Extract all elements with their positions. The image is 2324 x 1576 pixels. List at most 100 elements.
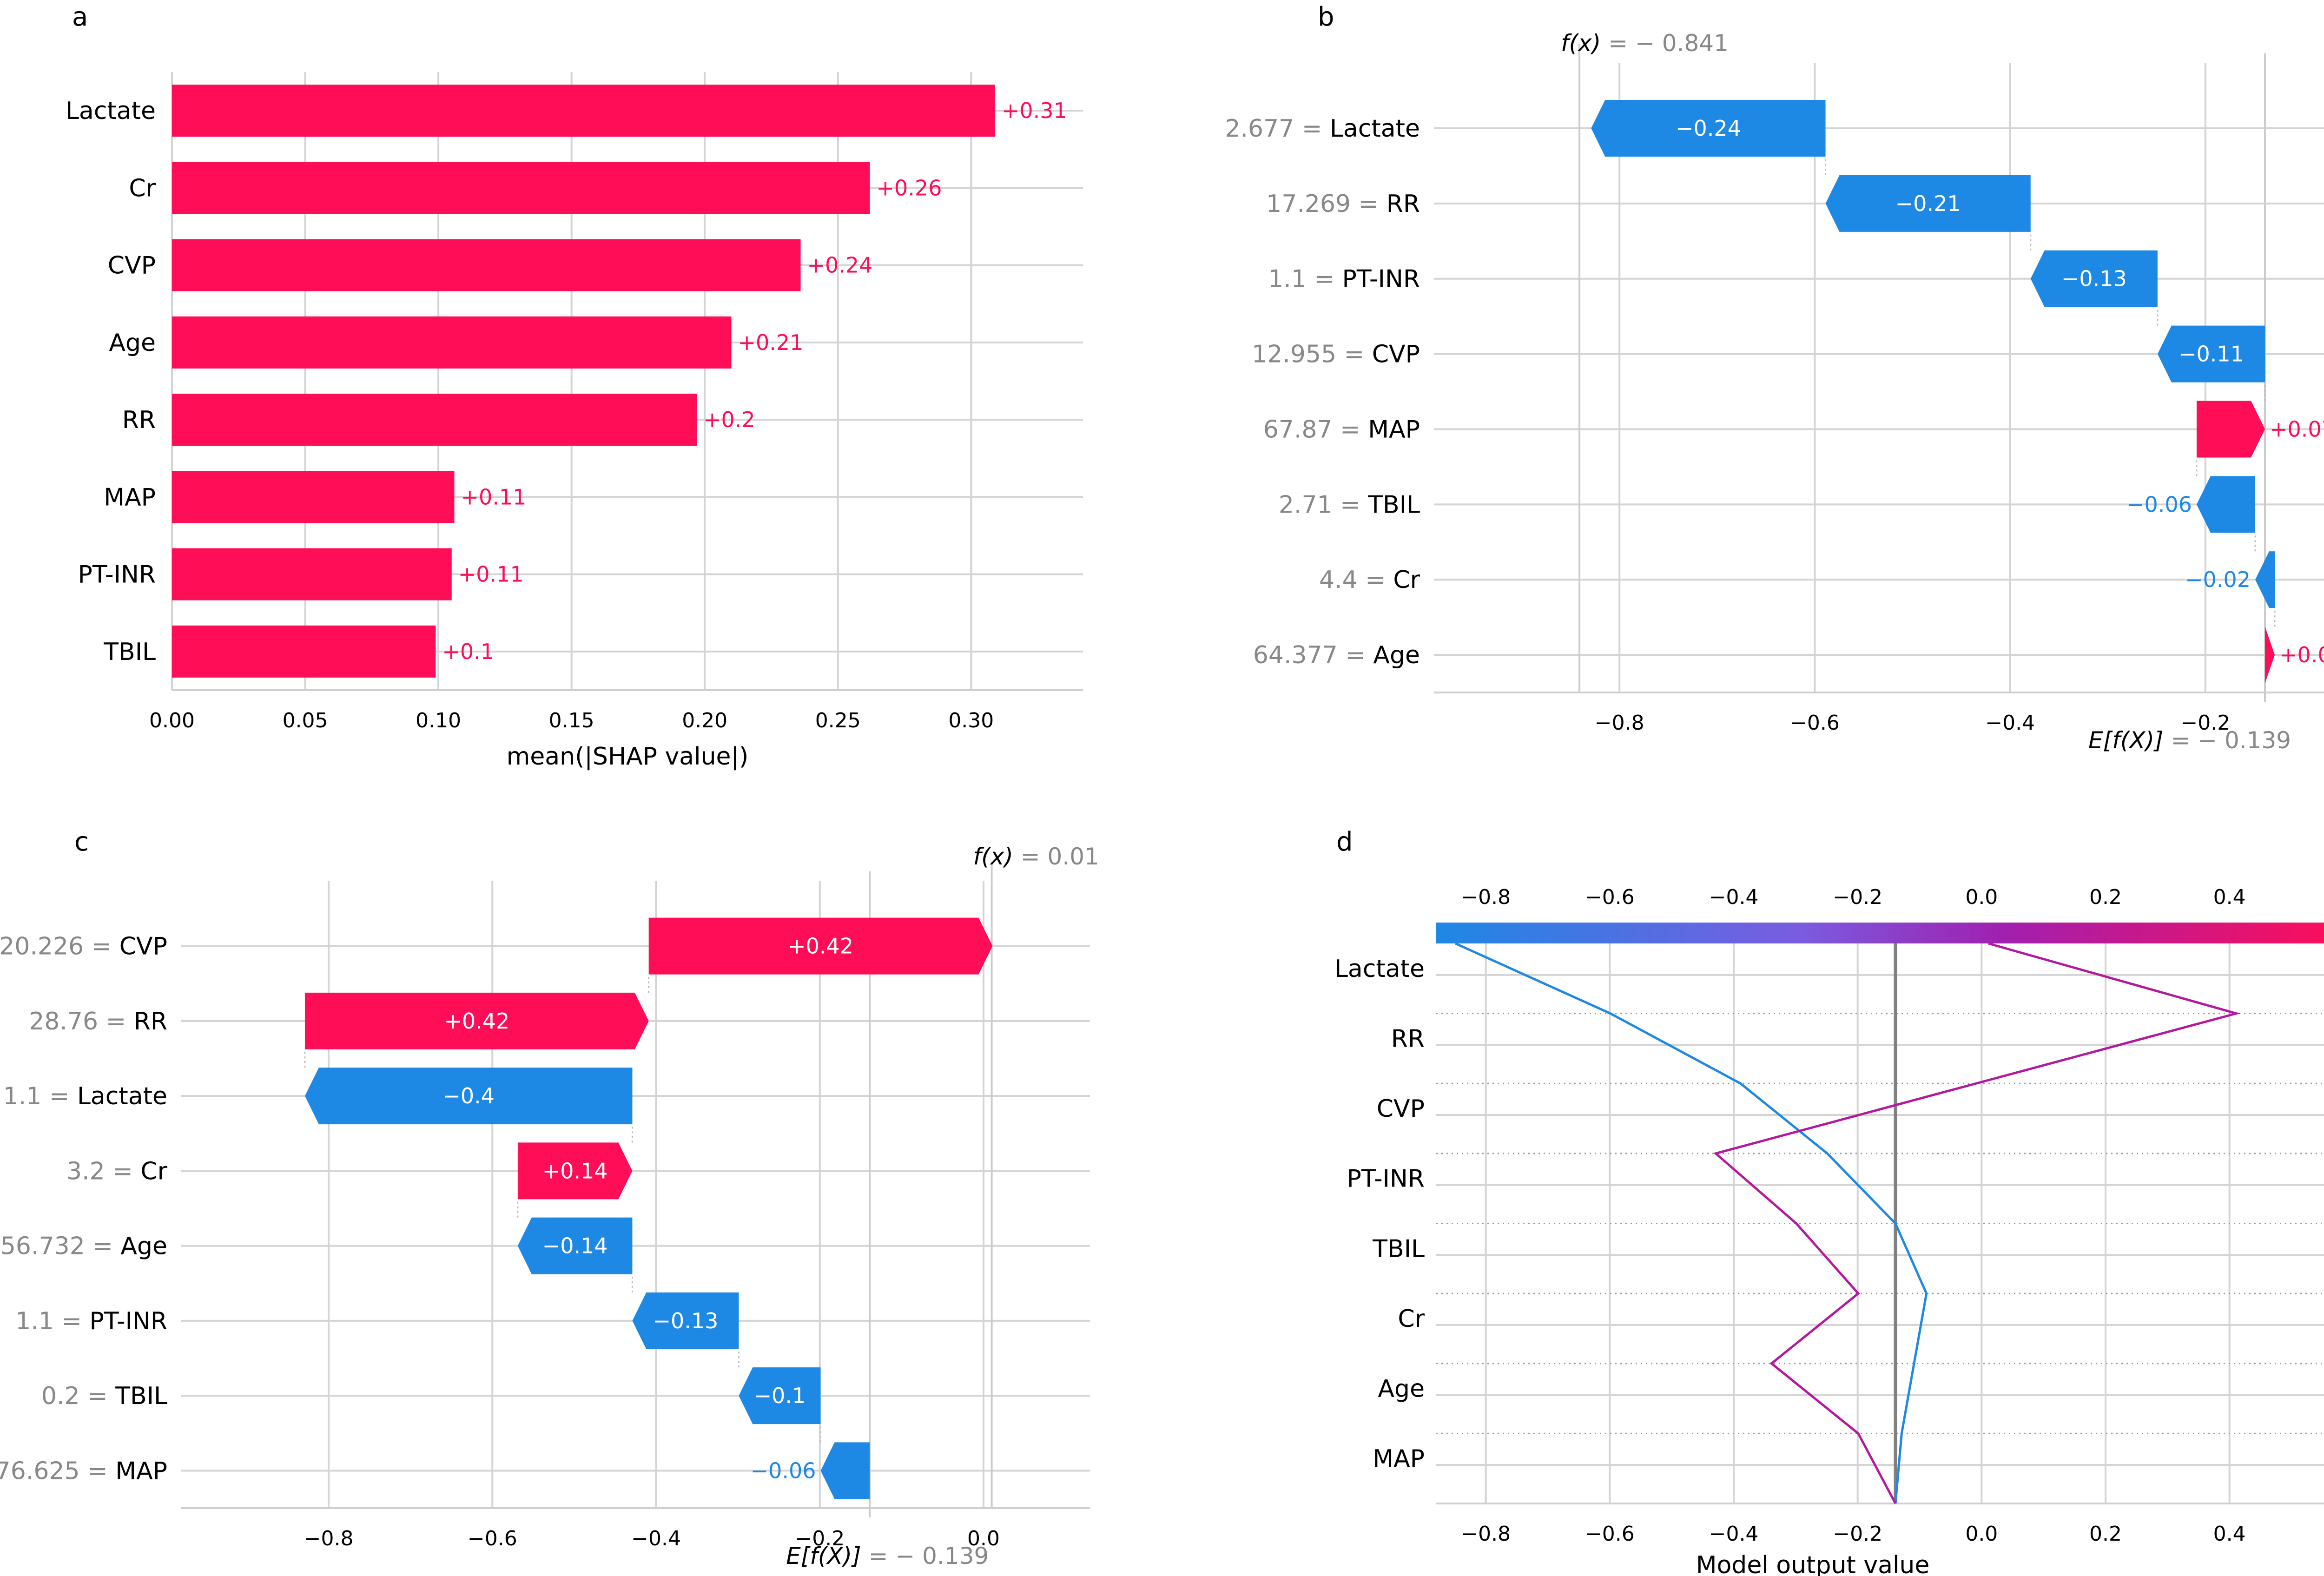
x-tick-label: 0.15 xyxy=(549,709,594,732)
data-label: +0.42 xyxy=(444,1009,509,1034)
data-label: +0.11 xyxy=(458,562,524,587)
feature-label: TBIL xyxy=(1372,1235,1425,1263)
colorbar-tick-label: −0.2 xyxy=(1833,885,1882,909)
feature-value: 4.4 = xyxy=(1319,566,1393,594)
fx-annotation: f(x) = − 0.841 xyxy=(1561,30,1729,57)
feature-name: Age xyxy=(1373,641,1420,669)
feature-label: 76.625 = MAP xyxy=(0,1457,167,1485)
bar xyxy=(172,162,870,214)
x-tick-label: −0.6 xyxy=(1790,711,1840,735)
feature-label: 1.1 = Lactate xyxy=(3,1082,167,1110)
x-tick-label: 0.0 xyxy=(1965,1522,1998,1546)
colorbar-tick-label: 0.2 xyxy=(2089,885,2122,909)
negative-bar xyxy=(1591,99,1826,157)
fx-value: = 0.01 xyxy=(1013,843,1099,870)
category-label: TBIL xyxy=(103,638,156,666)
colorbar-tick-label: −0.6 xyxy=(1585,885,1635,909)
x-tick-label: 0.20 xyxy=(682,709,727,732)
data-label: +0.01 xyxy=(2279,642,2324,667)
feature-name: Age xyxy=(120,1233,167,1260)
x-tick-label: 0.0 xyxy=(967,1527,1000,1550)
feature-value: 12.955 = xyxy=(1252,341,1372,369)
feature-value: 17.269 = xyxy=(1266,190,1386,218)
fx-value: = − 0.841 xyxy=(1601,30,1729,57)
feature-label: 56.732 = Age xyxy=(0,1233,167,1260)
negative-bar xyxy=(517,1217,633,1274)
fx-label: f(x) xyxy=(973,843,1013,870)
data-label: −0.06 xyxy=(2126,492,2192,517)
data-label: −0.21 xyxy=(1895,191,1961,216)
feature-value: 56.732 = xyxy=(0,1233,121,1260)
feature-label: 28.76 = RR xyxy=(29,1008,167,1035)
feature-label: 1.1 = PT-INR xyxy=(1268,265,1420,293)
negative-bar xyxy=(632,1292,739,1349)
x-tick-label: 0.10 xyxy=(416,709,461,732)
data-label: −0.13 xyxy=(653,1308,718,1333)
category-label: MAP xyxy=(104,483,156,511)
feature-name: RR xyxy=(134,1008,167,1035)
data-label: +0.26 xyxy=(877,175,942,200)
decision-line xyxy=(1455,942,1928,1504)
colorbar-tick-label: −0.8 xyxy=(1461,885,1511,909)
negative-bar xyxy=(2030,250,2158,307)
feature-value: 1.1 = xyxy=(1268,265,1342,293)
x-tick-label: −0.8 xyxy=(1461,1522,1511,1546)
fx-annotation: f(x) = 0.01 xyxy=(973,843,1099,870)
x-tick-label: −0.6 xyxy=(1585,1522,1635,1546)
x-tick-label: 0.30 xyxy=(948,709,994,732)
negative-bar xyxy=(2255,551,2275,608)
feature-label: Age xyxy=(1378,1375,1425,1403)
feature-label: 2.677 = Lactate xyxy=(1225,115,1420,143)
x-tick-label: −0.8 xyxy=(304,1527,354,1550)
feature-value: 76.625 = xyxy=(0,1457,115,1485)
x-tick-label: −0.2 xyxy=(795,1527,845,1550)
category-label: RR xyxy=(122,406,156,434)
panel-label-b: b xyxy=(1318,2,1334,32)
bar xyxy=(172,548,452,600)
efx-annotation: E[f(X)] = − 0.139 xyxy=(2088,727,2291,754)
category-label: Age xyxy=(109,329,156,357)
x-tick-label: 0.4 xyxy=(2213,1522,2246,1546)
bar xyxy=(172,471,455,523)
x-tick-label: 0.2 xyxy=(2089,1522,2122,1546)
panel-label-d: d xyxy=(1336,827,1353,857)
feature-value: 2.71 = xyxy=(1279,491,1368,519)
data-label: −0.24 xyxy=(1676,116,1741,141)
negative-bar xyxy=(2196,476,2255,533)
feature-name: PT-INR xyxy=(1342,265,1420,293)
decision-line xyxy=(1713,942,2241,1504)
category-label: Cr xyxy=(129,174,156,202)
feature-label: 17.269 = RR xyxy=(1266,190,1420,218)
feature-name: CVP xyxy=(1372,341,1420,369)
x-tick-label: −0.2 xyxy=(1833,1522,1882,1546)
data-label: +0.21 xyxy=(738,330,804,355)
panel-c-waterfall-chart: +0.42 20.226 = CVP +0.42 28.76 = RR −0.4 1.1 … xyxy=(0,843,1099,1569)
x-tick-label: −0.4 xyxy=(631,1527,681,1550)
data-label: +0.11 xyxy=(461,484,526,509)
feature-name: PT-INR xyxy=(90,1307,167,1335)
positive-bar xyxy=(2265,626,2275,684)
feature-label: 2.71 = TBIL xyxy=(1279,491,1420,519)
feature-name: TBIL xyxy=(1367,491,1420,519)
x-tick-label: −0.4 xyxy=(1709,1522,1759,1546)
feature-value: 64.377 = xyxy=(1253,641,1373,669)
data-label: −0.4 xyxy=(442,1083,495,1108)
efx-annotation: E[f(X)] = − 0.139 xyxy=(786,1543,989,1569)
feature-name: MAP xyxy=(115,1457,167,1485)
feature-value: 1.1 = xyxy=(3,1082,77,1110)
efx-value: = − 0.139 xyxy=(861,1543,989,1569)
bar xyxy=(172,85,995,137)
x-tick-label: −0.2 xyxy=(2180,711,2230,735)
data-label: +0.1 xyxy=(442,639,494,664)
data-label: −0.14 xyxy=(542,1233,608,1259)
feature-value: 2.677 = xyxy=(1225,115,1330,143)
data-label: −0.13 xyxy=(2061,266,2127,291)
feature-value: 67.87 = xyxy=(1263,415,1368,443)
category-label: Lactate xyxy=(66,97,156,125)
feature-value: 28.76 = xyxy=(29,1008,134,1035)
data-label: −0.1 xyxy=(754,1383,806,1408)
feature-label: 12.955 = CVP xyxy=(1252,341,1420,369)
negative-bar xyxy=(1825,175,2031,232)
feature-label: PT-INR xyxy=(1347,1165,1425,1193)
